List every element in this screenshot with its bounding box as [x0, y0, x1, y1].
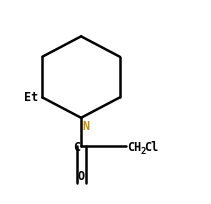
Text: 2: 2 — [141, 146, 146, 155]
Text: N: N — [82, 119, 89, 132]
Text: Et: Et — [24, 90, 38, 103]
Text: Cl: Cl — [144, 140, 158, 153]
Text: C: C — [73, 140, 80, 153]
Text: O: O — [77, 169, 85, 182]
Text: CH: CH — [127, 140, 141, 153]
